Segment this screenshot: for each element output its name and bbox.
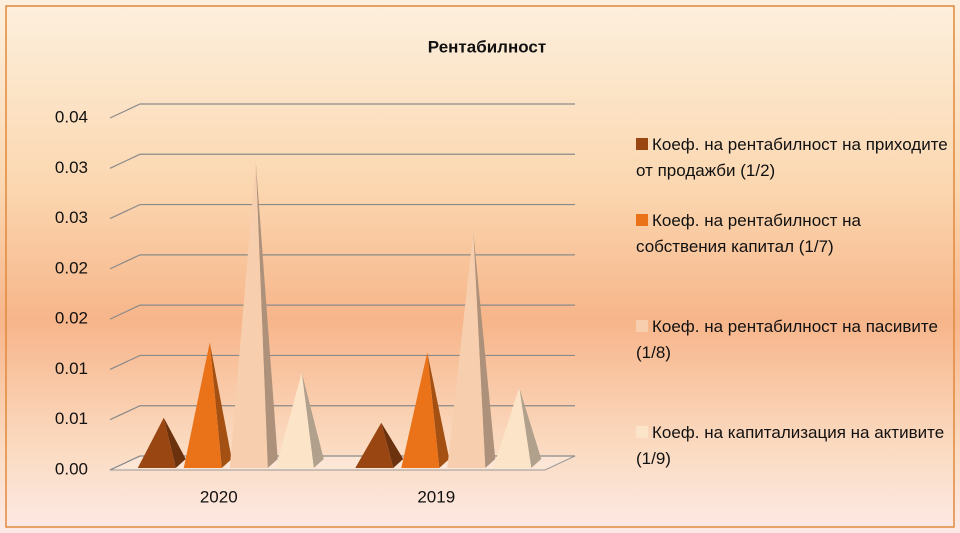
pyramid-front (183, 342, 222, 468)
pyramid-side (163, 417, 186, 468)
legend-swatch (636, 426, 648, 438)
pyramid (229, 161, 278, 469)
x-tick-label: 2019 (417, 487, 455, 506)
legend-label: Коеф. на рентабилност на пасивите (1/8) (636, 317, 938, 362)
pyramid-side (473, 231, 496, 468)
y-tick-label: 0.02 (55, 309, 88, 328)
pyramid-front (275, 372, 314, 468)
pyramid (183, 342, 232, 468)
grid-line (109, 254, 575, 270)
chart-title: Рентабилност (428, 37, 546, 56)
pyramid (137, 417, 186, 468)
y-tick-label: 0.03 (55, 208, 88, 227)
pyramid (275, 372, 324, 468)
pyramid-front (355, 422, 394, 468)
pyramid (401, 352, 450, 468)
pyramid-side (427, 352, 450, 468)
pyramid-front (493, 387, 532, 468)
x-tick-label: 2020 (200, 487, 238, 506)
legend-item: Коеф. на рентабилност на пасивите (1/8) (636, 314, 956, 366)
pyramid (355, 422, 404, 468)
legend-item: Коеф. на рентабилност на собствения капи… (636, 208, 956, 260)
grid-line (109, 153, 575, 169)
pyramid-side (209, 342, 232, 468)
legend-item: Коеф. на капитализация на активите (1/9) (636, 420, 956, 472)
pyramid (447, 231, 496, 468)
pyramid-side (381, 422, 404, 468)
legend-swatch (636, 320, 648, 332)
legend-label: Коеф. на капитализация на активите (1/9) (636, 423, 945, 468)
legend-swatch (636, 138, 648, 150)
pyramid-side (301, 372, 324, 468)
y-tick-label: 0.01 (55, 409, 88, 428)
frame (5, 5, 955, 528)
pyramid-front (401, 352, 440, 468)
pyramid-front (447, 231, 486, 468)
legend-label: Коеф. на рентабилност на собствения капи… (636, 211, 862, 256)
pyramid-side (255, 161, 278, 469)
pyramid-side (519, 387, 542, 468)
y-tick-label: 0.01 (55, 359, 88, 378)
y-tick-label: 0.03 (55, 158, 88, 177)
pyramid-front (229, 161, 268, 469)
grid-line (109, 354, 575, 370)
y-tick-label: 0.04 (55, 107, 88, 126)
pyramid (493, 387, 542, 468)
y-tick-label: 0.00 (55, 459, 88, 478)
legend-swatch (636, 214, 648, 226)
legend-label: Коеф. на рентабилност на приходите от пр… (636, 135, 948, 180)
pyramid-front (137, 417, 176, 468)
grid-line (109, 304, 575, 320)
grid-line (109, 405, 575, 421)
legend-item: Коеф. на рентабилност на приходите от пр… (636, 132, 956, 184)
y-tick-label: 0.02 (55, 258, 88, 277)
grid-line (109, 103, 575, 119)
grid-line (109, 203, 575, 220)
